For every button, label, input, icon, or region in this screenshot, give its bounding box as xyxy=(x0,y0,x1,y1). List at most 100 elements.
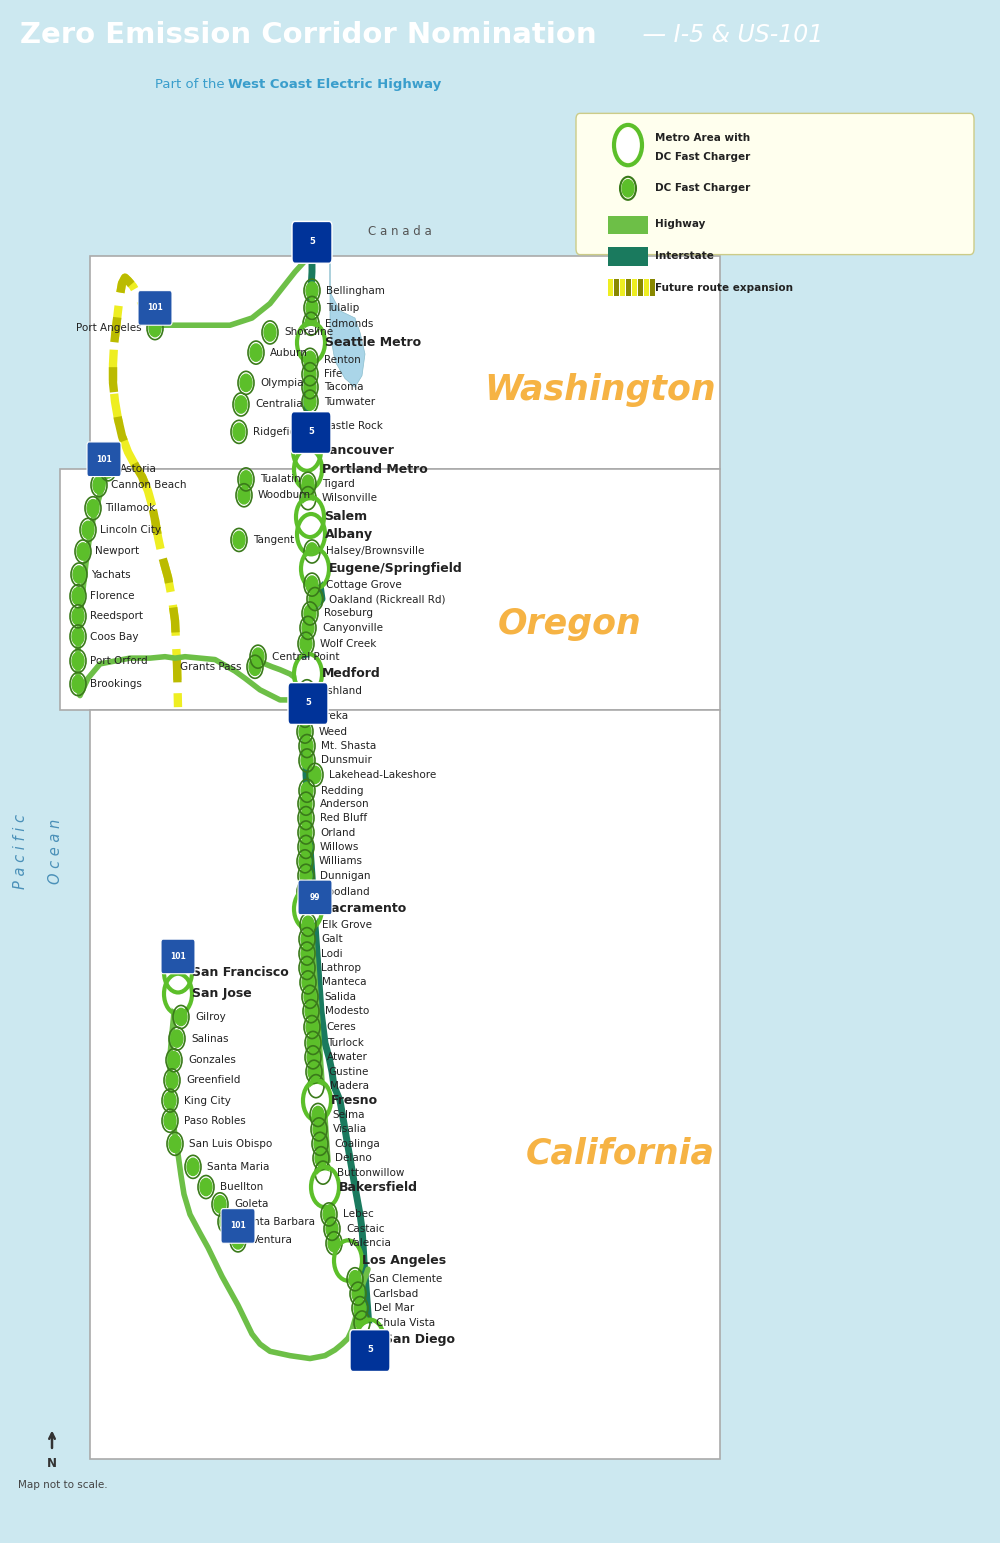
Circle shape xyxy=(232,1231,244,1248)
Circle shape xyxy=(300,810,312,827)
Circle shape xyxy=(306,282,318,299)
Circle shape xyxy=(301,682,313,701)
Circle shape xyxy=(622,179,634,198)
Circle shape xyxy=(317,1163,329,1182)
Circle shape xyxy=(301,930,313,947)
Text: Halsey/Brownsville: Halsey/Brownsville xyxy=(326,546,424,557)
Circle shape xyxy=(297,893,319,924)
Text: Shoreline: Shoreline xyxy=(284,327,333,338)
Circle shape xyxy=(187,1159,199,1176)
Circle shape xyxy=(302,418,314,435)
Circle shape xyxy=(73,566,85,583)
Text: 101: 101 xyxy=(96,455,112,464)
Text: Fresno: Fresno xyxy=(331,1094,378,1106)
Text: Dunnigan: Dunnigan xyxy=(320,870,370,881)
Circle shape xyxy=(304,605,316,622)
Circle shape xyxy=(309,767,321,784)
Circle shape xyxy=(300,518,322,549)
Text: Santa Maria: Santa Maria xyxy=(207,1162,269,1171)
Text: Newport: Newport xyxy=(95,546,139,557)
Text: Olympia: Olympia xyxy=(260,378,304,387)
FancyBboxPatch shape xyxy=(87,441,121,477)
Text: Gustine: Gustine xyxy=(328,1066,368,1077)
Text: Modesto: Modesto xyxy=(325,1006,369,1017)
Circle shape xyxy=(314,1171,336,1204)
Circle shape xyxy=(299,853,311,870)
Circle shape xyxy=(326,1221,338,1237)
Text: Gonzales: Gonzales xyxy=(188,1055,236,1065)
Circle shape xyxy=(300,636,312,653)
Text: Del Mar: Del Mar xyxy=(374,1304,414,1313)
Text: Dunsmuir: Dunsmuir xyxy=(321,756,372,765)
Text: Grants Pass: Grants Pass xyxy=(180,662,241,671)
Circle shape xyxy=(312,1106,324,1123)
Circle shape xyxy=(72,653,84,670)
Circle shape xyxy=(302,489,314,506)
Circle shape xyxy=(301,960,313,977)
Text: Astoria: Astoria xyxy=(120,464,157,474)
Text: Florence: Florence xyxy=(90,591,134,602)
Text: Salida: Salida xyxy=(324,992,356,1001)
Text: Zero Emission Corridor Nomination: Zero Emission Corridor Nomination xyxy=(20,20,597,49)
Bar xyxy=(638,279,643,296)
Circle shape xyxy=(352,1285,364,1302)
Text: Madera: Madera xyxy=(330,1082,369,1091)
Text: Ceres: Ceres xyxy=(326,1021,356,1032)
Text: Elk Grove: Elk Grove xyxy=(322,920,372,930)
Bar xyxy=(614,279,619,296)
Text: Medford: Medford xyxy=(322,668,381,680)
Polygon shape xyxy=(330,261,365,387)
Circle shape xyxy=(304,393,316,410)
Text: Bakersfield: Bakersfield xyxy=(339,1180,418,1194)
Circle shape xyxy=(300,824,312,841)
Circle shape xyxy=(617,130,639,160)
Text: Highway: Highway xyxy=(655,219,705,230)
Circle shape xyxy=(299,501,321,532)
Circle shape xyxy=(349,1270,361,1288)
Text: Washington: Washington xyxy=(484,373,716,407)
Circle shape xyxy=(302,974,314,991)
Text: Eugene/Springfield: Eugene/Springfield xyxy=(329,562,463,576)
Text: 101: 101 xyxy=(170,952,186,961)
Text: Anderson: Anderson xyxy=(320,799,370,809)
Text: King City: King City xyxy=(184,1096,231,1106)
Text: 5: 5 xyxy=(308,427,314,437)
Text: Tumwater: Tumwater xyxy=(324,397,375,407)
Text: San Diego: San Diego xyxy=(384,1333,455,1347)
Circle shape xyxy=(102,461,114,478)
Circle shape xyxy=(308,1063,320,1080)
Text: Ventura: Ventura xyxy=(252,1236,293,1245)
Circle shape xyxy=(305,1003,317,1020)
Bar xyxy=(650,279,655,296)
Text: 5: 5 xyxy=(367,1345,373,1355)
Text: Lebec: Lebec xyxy=(343,1210,374,1219)
Circle shape xyxy=(240,471,252,488)
Text: Metro Area with: Metro Area with xyxy=(655,133,750,143)
Text: Mt. Shasta: Mt. Shasta xyxy=(321,741,376,751)
Circle shape xyxy=(304,352,316,369)
Text: Tigard: Tigard xyxy=(322,478,355,489)
Circle shape xyxy=(306,1085,328,1117)
Text: Castaic: Castaic xyxy=(346,1224,385,1234)
Text: Castle Rock: Castle Rock xyxy=(322,421,383,430)
Text: Ashland: Ashland xyxy=(321,687,363,696)
Text: Central Point: Central Point xyxy=(272,651,340,662)
FancyBboxPatch shape xyxy=(576,113,974,255)
Circle shape xyxy=(302,619,314,637)
FancyBboxPatch shape xyxy=(292,222,332,264)
Circle shape xyxy=(304,378,316,397)
Text: Paso Robles: Paso Robles xyxy=(184,1116,246,1126)
Text: Coalinga: Coalinga xyxy=(334,1139,380,1150)
Text: Seattle Metro: Seattle Metro xyxy=(325,336,421,349)
Text: Renton: Renton xyxy=(324,355,361,364)
Circle shape xyxy=(299,707,311,724)
Circle shape xyxy=(235,397,247,414)
Circle shape xyxy=(304,366,316,383)
Text: Selma: Selma xyxy=(332,1109,364,1120)
Text: Willows: Willows xyxy=(320,842,359,852)
Text: Buttonwillow: Buttonwillow xyxy=(337,1168,404,1177)
Text: Brookings: Brookings xyxy=(90,679,142,690)
Bar xyxy=(608,247,648,265)
Bar xyxy=(644,279,649,296)
Circle shape xyxy=(296,435,318,466)
